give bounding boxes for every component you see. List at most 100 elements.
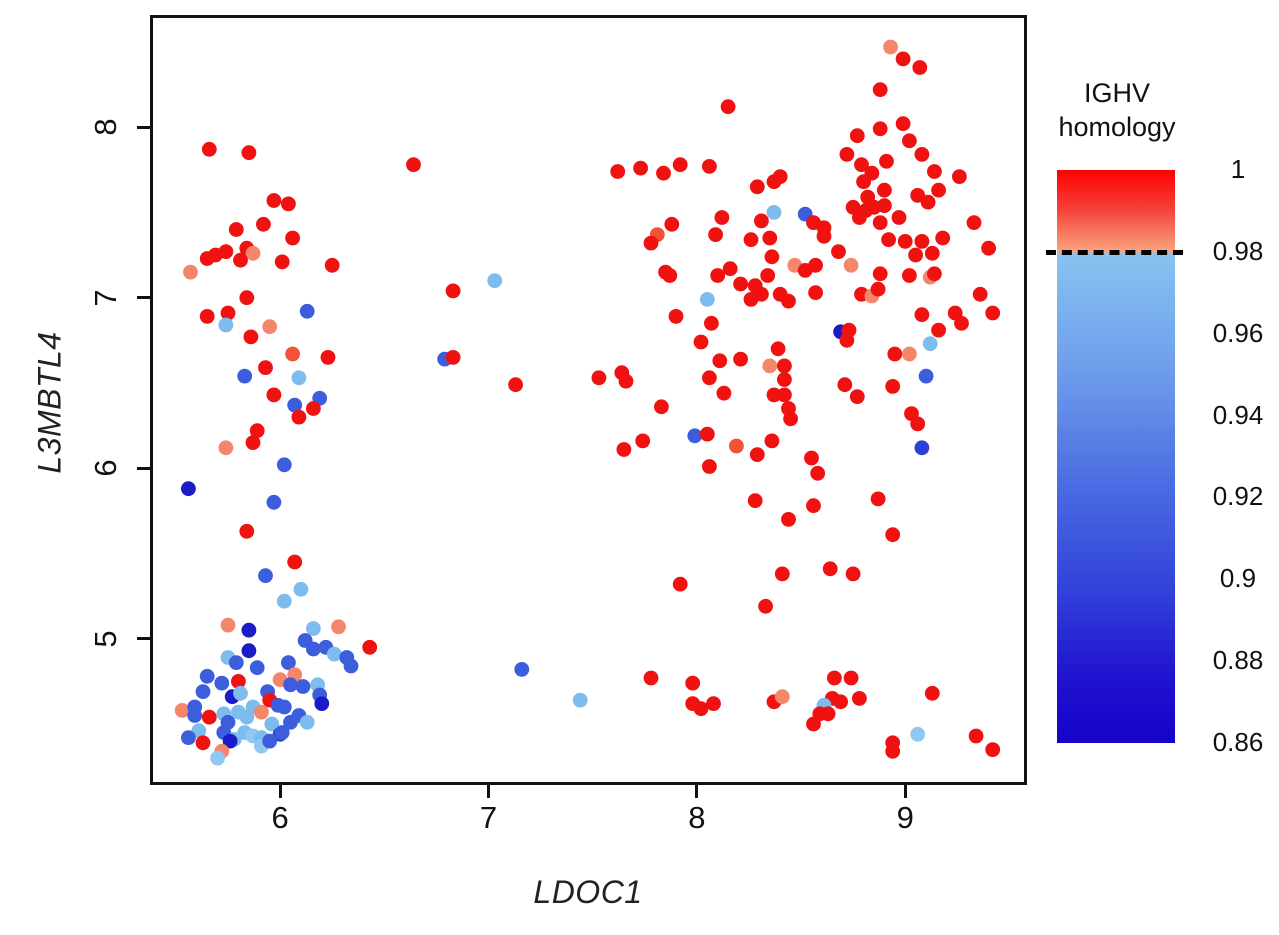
data-point <box>872 121 888 137</box>
y-tick-mark <box>137 637 150 641</box>
data-point <box>306 641 321 657</box>
data-point <box>766 205 782 220</box>
data-point <box>733 351 748 367</box>
data-point <box>714 210 730 225</box>
data-point <box>291 370 307 386</box>
x-axis-title: LDOC1 <box>533 874 643 910</box>
data-point <box>762 230 778 246</box>
data-point <box>852 210 867 225</box>
data-point <box>720 99 736 115</box>
data-point <box>716 385 732 401</box>
data-point <box>760 268 776 283</box>
data-point <box>643 235 659 251</box>
data-point <box>985 742 1001 757</box>
legend-title-line2: homology <box>1058 112 1176 142</box>
plot-area <box>150 15 1027 785</box>
data-point <box>181 481 196 497</box>
data-point <box>274 725 290 740</box>
data-point <box>774 566 790 582</box>
data-point <box>912 60 928 75</box>
data-point <box>445 283 461 299</box>
data-point <box>895 116 911 132</box>
data-point <box>199 668 215 684</box>
data-point <box>243 329 259 345</box>
legend-tick-label: 0.96 <box>1212 317 1264 348</box>
data-point <box>843 670 859 686</box>
data-point <box>514 662 530 677</box>
data-point <box>910 416 926 432</box>
data-point <box>733 276 748 292</box>
data-point <box>331 619 346 635</box>
data-point <box>710 268 726 283</box>
data-point <box>693 334 709 350</box>
data-point <box>885 527 901 543</box>
data-point <box>833 694 848 710</box>
data-point <box>220 305 236 321</box>
data-point <box>283 677 298 693</box>
data-point <box>299 714 315 730</box>
data-point <box>249 660 265 676</box>
x-tick-mark <box>695 785 699 798</box>
data-point <box>241 643 257 659</box>
data-point <box>199 251 215 266</box>
data-point <box>287 554 303 570</box>
data-point <box>687 428 703 444</box>
data-point <box>743 292 759 307</box>
data-point <box>218 440 234 456</box>
data-point <box>777 358 792 374</box>
data-point <box>885 379 901 394</box>
data-point <box>281 196 296 212</box>
data-point <box>781 512 796 527</box>
data-point <box>664 216 680 232</box>
data-point <box>954 315 969 331</box>
data-point <box>199 309 215 324</box>
data-point <box>233 252 248 268</box>
y-tick-mark <box>137 296 150 300</box>
data-point <box>981 240 996 256</box>
data-point <box>774 689 790 705</box>
data-point <box>839 332 855 348</box>
data-point <box>233 685 248 701</box>
data-point <box>285 230 300 246</box>
data-point <box>749 179 765 195</box>
legend-threshold-dashed-line <box>1046 250 1183 255</box>
data-point <box>816 228 832 244</box>
data-point <box>764 249 780 265</box>
data-point <box>699 292 715 307</box>
data-point <box>635 433 651 449</box>
data-point <box>843 257 859 273</box>
data-point <box>891 210 907 225</box>
data-point <box>672 157 688 173</box>
y-tick-mark <box>137 466 150 470</box>
data-point <box>245 435 261 450</box>
x-tick-mark <box>486 785 490 798</box>
data-point <box>849 128 865 144</box>
legend-title-line1: IGHV <box>1083 78 1150 108</box>
data-point <box>241 145 257 161</box>
data-point <box>643 670 659 686</box>
data-point <box>237 368 253 384</box>
data-point <box>239 290 255 306</box>
data-point <box>762 358 778 374</box>
data-point <box>239 709 255 725</box>
data-point <box>662 268 678 283</box>
data-point <box>299 303 315 319</box>
data-point <box>887 346 903 362</box>
data-point <box>924 245 940 261</box>
y-tick-label: 6 <box>88 459 123 477</box>
data-point <box>276 593 292 609</box>
data-point <box>729 438 744 454</box>
data-point <box>214 675 230 691</box>
data-point <box>262 733 278 749</box>
y-tick-label: 5 <box>88 630 123 648</box>
data-point <box>201 141 217 157</box>
data-point <box>897 234 913 249</box>
data-point <box>508 377 523 393</box>
data-point <box>895 51 911 67</box>
data-point <box>249 423 265 439</box>
data-point <box>852 691 867 706</box>
data-point <box>591 370 607 386</box>
data-point <box>287 397 303 413</box>
data-point <box>706 696 721 711</box>
